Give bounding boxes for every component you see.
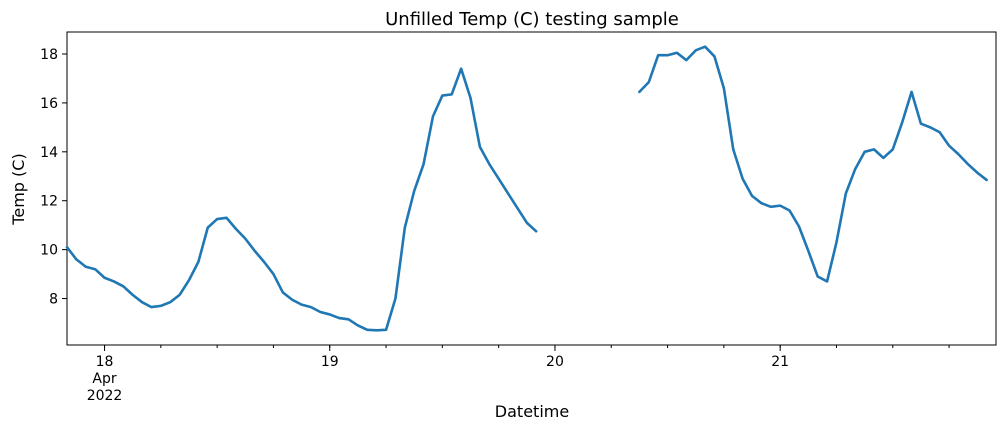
x-tick-label: 18 [96, 354, 114, 370]
series-layer [65, 45, 988, 332]
x-axis-label: Datetime [495, 402, 569, 421]
y-tick-label: 18 [40, 47, 58, 63]
x-tick-label: 19 [321, 354, 339, 370]
y-tick-label: 12 [40, 194, 58, 210]
plot-area [65, 31, 997, 346]
x-tick-sublabel: 2022 [87, 388, 123, 404]
chart-title: Unfilled Temp (C) testing sample [385, 9, 679, 30]
y-tick-label: 10 [40, 243, 58, 259]
y-axis-label: Temp (C) [9, 153, 28, 225]
plot-frame [66, 31, 997, 346]
x-tick-label: 20 [546, 354, 564, 370]
series-line-segment [638, 45, 988, 283]
y-tick-label: 14 [40, 145, 58, 161]
x-tick-sublabel: Apr [92, 371, 116, 387]
x-tick-label: 21 [771, 354, 789, 370]
y-tick-label: 8 [49, 292, 58, 308]
y-tick-label: 16 [40, 96, 58, 112]
series-line-segment [65, 67, 538, 332]
y-axis: 8 10 12 14 16 18 [40, 47, 67, 308]
